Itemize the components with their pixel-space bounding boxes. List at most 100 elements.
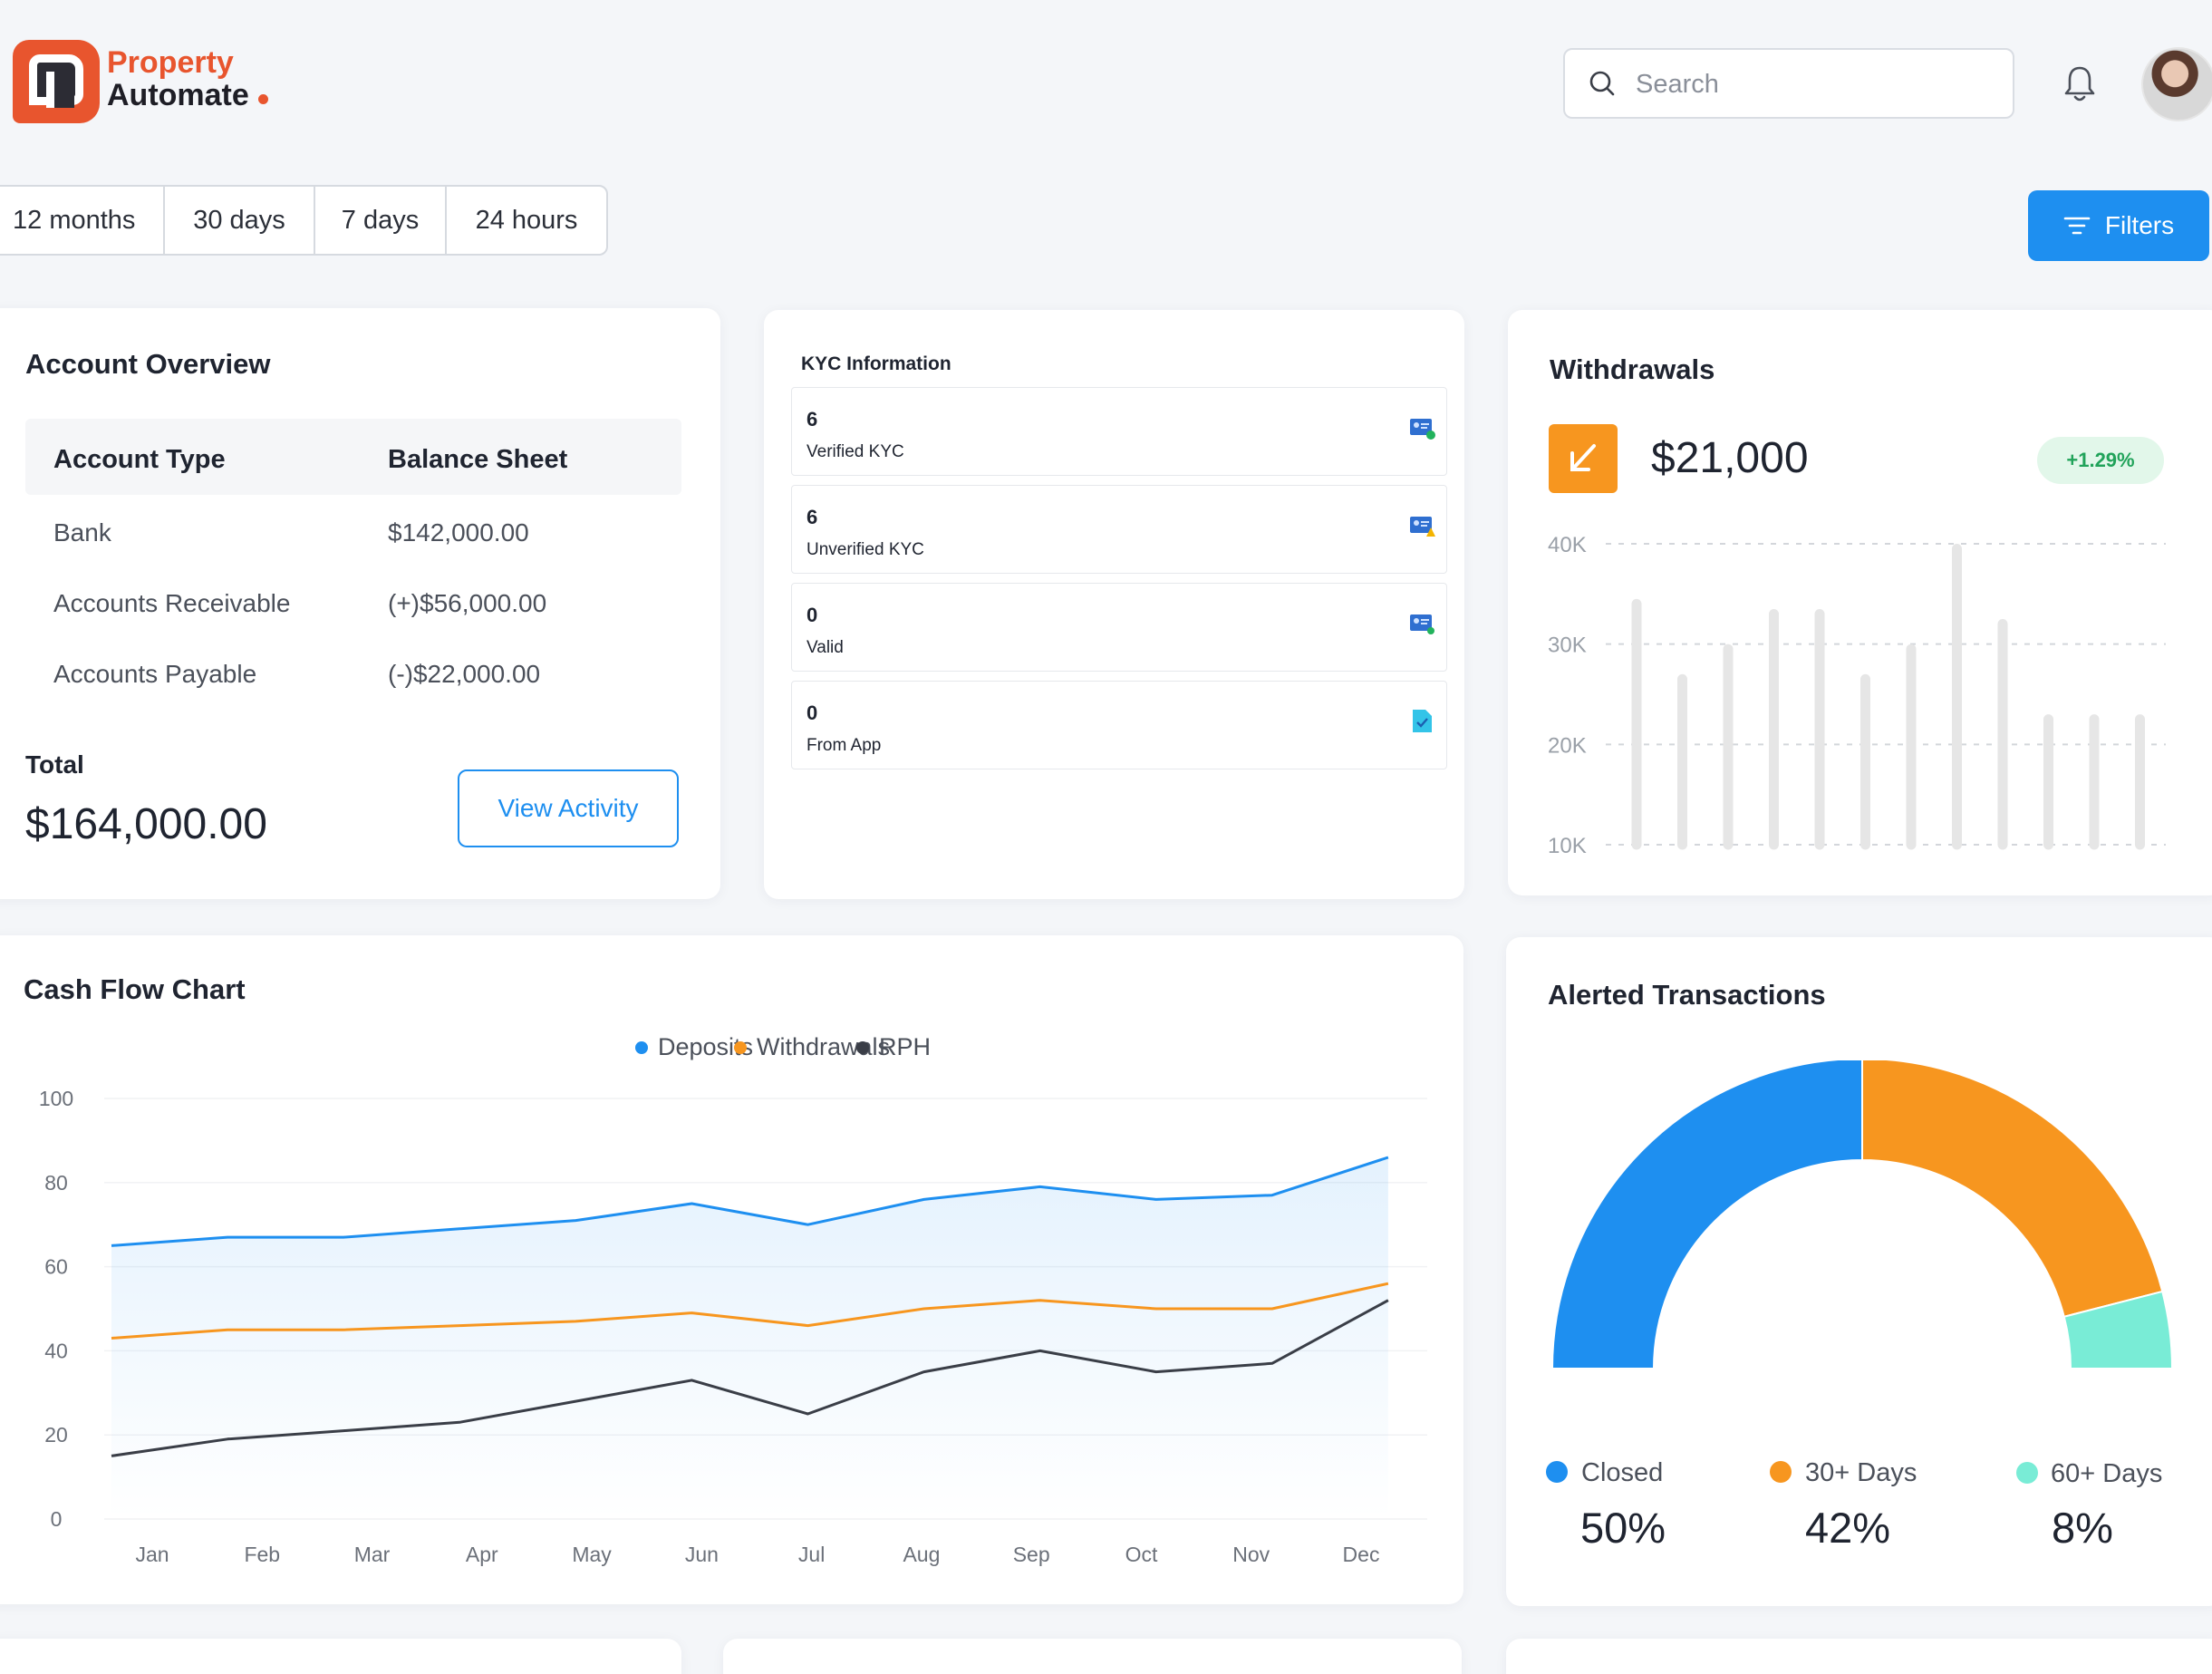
filters-button[interactable]: Filters [2028, 190, 2209, 261]
x-tick-label: Aug [903, 1543, 940, 1566]
filter-icon [2063, 217, 2091, 235]
table-row-type: Accounts Payable [53, 660, 257, 688]
legend-label-closed: Closed [1581, 1458, 1664, 1487]
time-range-tabs: 12 months 30 days 7 days 24 hours [0, 185, 608, 256]
x-tick-label: Feb [244, 1543, 280, 1566]
x-tick-label: May [572, 1543, 612, 1566]
x-tick-label: Mar [354, 1543, 391, 1566]
column-header-balance-sheet: Balance Sheet [388, 445, 568, 474]
legend-dot-closed [1546, 1461, 1568, 1483]
legend-dot-30-days [1770, 1461, 1792, 1483]
gauge-segment [1861, 1060, 2164, 1318]
table-row-balance: (+)$56,000.00 [388, 589, 547, 617]
document-check-icon [1413, 710, 1432, 732]
cash-flow-title: Cash Flow Chart [24, 973, 246, 1005]
bottom-card-2 [723, 1639, 1462, 1674]
tab-7-days[interactable]: 7 days [315, 187, 447, 254]
series-line-withdrawals [111, 1282, 1389, 1340]
y-tick-label: 10K [1548, 834, 1587, 858]
kyc-item-verified[interactable]: 6 Verified KYC [791, 387, 1447, 476]
y-tick-label: 30K [1548, 634, 1587, 658]
y-tick-label: 100 [39, 1087, 73, 1110]
brand-name-line2: Automate [107, 78, 249, 112]
avatar[interactable] [2141, 47, 2212, 121]
series-line-rph [111, 1299, 1389, 1457]
filters-label: Filters [2104, 211, 2175, 239]
kyc-value: 6 [807, 506, 818, 528]
legend-label-60-days: 60+ Days [2051, 1459, 2163, 1488]
total-value: $164,000.00 [25, 800, 267, 848]
bell-icon[interactable] [2062, 63, 2097, 103]
kyc-item-from-app[interactable]: 0 From App [791, 681, 1447, 769]
bottom-card-1 [0, 1639, 681, 1674]
bottom-card-3 [1506, 1639, 2212, 1674]
pct-60-days: 8% [2052, 1504, 2113, 1552]
x-tick-label: Jan [135, 1543, 169, 1566]
search-placeholder: Search [1636, 70, 1719, 99]
kyc-value: 0 [807, 702, 818, 724]
legend-label: RPH [879, 1033, 931, 1060]
x-tick-label: Jul [798, 1543, 825, 1566]
x-tick-label: Apr [466, 1543, 498, 1566]
tab-12-months[interactable]: 12 months [0, 187, 165, 254]
kyc-value: 6 [807, 408, 818, 431]
withdrawals-title: Withdrawals [1550, 353, 1715, 385]
y-tick-label: 40K [1548, 533, 1587, 557]
pct-closed: 50% [1580, 1504, 1666, 1552]
id-card-warning-icon [1410, 517, 1435, 537]
deposits-area [111, 1157, 1388, 1519]
series-line-deposits [111, 1156, 1389, 1247]
kyc-title: KYC Information [801, 353, 951, 374]
alerted-transactions-title: Alerted Transactions [1548, 979, 1826, 1011]
y-tick-label: 80 [44, 1171, 68, 1195]
kyc-label: Valid [807, 638, 844, 657]
brand-name-line1: Property [107, 45, 234, 80]
table-row-balance: (-)$22,000.00 [388, 660, 541, 688]
tab-30-days[interactable]: 30 days [165, 187, 315, 254]
kyc-value: 0 [807, 604, 818, 626]
gauge-segment [1551, 1060, 1863, 1369]
kyc-label: From App [807, 736, 882, 755]
y-tick-label: 20 [44, 1423, 68, 1447]
search-icon [1589, 71, 1615, 96]
arrow-down-left-icon [1549, 424, 1618, 493]
withdrawals-amount: $21,000 [1651, 434, 1809, 482]
legend-dot [856, 1041, 869, 1054]
x-tick-label: Nov [1232, 1543, 1270, 1566]
y-tick-label: 60 [44, 1255, 68, 1279]
id-card-icon [1410, 614, 1434, 634]
legend-label: Withdrawals [757, 1033, 890, 1060]
table-row-type: Accounts Receivable [53, 589, 291, 617]
brand-dot [258, 94, 268, 104]
alerted-transactions-gauge [1551, 1060, 2173, 1369]
x-tick-label: Dec [1343, 1543, 1380, 1566]
gauge-segment [2062, 1290, 2173, 1369]
y-tick-label: 20K [1548, 733, 1587, 758]
table-row-balance: $142,000.00 [388, 518, 529, 547]
view-activity-button[interactable]: View Activity [458, 769, 679, 847]
cash-flow-line-chart: 0 20 40 60 80 100 Jan Feb Mar Apr May Jun Jul Aug Sep O… [39, 1033, 1427, 1566]
x-tick-label: Oct [1125, 1543, 1158, 1566]
account-overview-title: Account Overview [25, 348, 271, 380]
table-header [25, 419, 681, 495]
y-tick-label: 0 [51, 1507, 63, 1531]
y-tick-label: 40 [44, 1339, 68, 1362]
kyc-item-unverified[interactable]: 6 Unverified KYC [791, 485, 1447, 574]
kyc-item-valid[interactable]: 0 Valid [791, 583, 1447, 672]
x-tick-label: Jun [685, 1543, 719, 1566]
search-input[interactable]: Search [1563, 48, 2014, 119]
brand-logo-icon [13, 40, 100, 123]
column-header-account-type: Account Type [53, 445, 226, 474]
pct-30-days: 42% [1805, 1504, 1891, 1552]
kyc-label: Verified KYC [807, 442, 904, 461]
table-row-type: Bank [53, 518, 111, 547]
x-tick-label: Sep [1013, 1543, 1050, 1566]
change-badge: +1.29% [2037, 437, 2164, 484]
legend-dot [734, 1041, 747, 1054]
kyc-label: Unverified KYC [807, 540, 924, 559]
tab-24-hours[interactable]: 24 hours [475, 205, 578, 235]
legend-dot [635, 1041, 648, 1054]
legend-label-30-days: 30+ Days [1805, 1458, 1917, 1487]
withdrawals-bar-chart: 40K 30K 20K 10K [1548, 533, 2166, 858]
legend-dot-60-days [2016, 1462, 2038, 1484]
